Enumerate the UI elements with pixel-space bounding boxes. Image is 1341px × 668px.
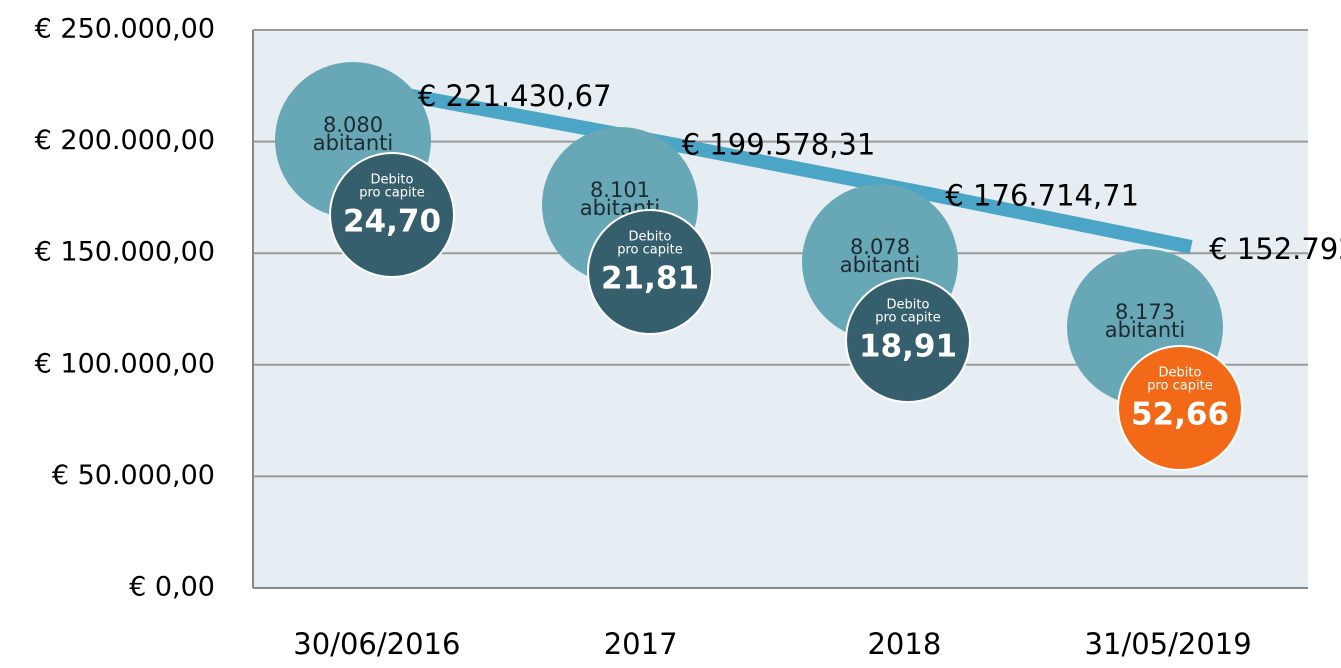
x-tick-label: 31/05/2019 — [1085, 627, 1252, 661]
x-tick-label: 30/06/2016 — [293, 627, 460, 661]
per-capita-value: 52,66 — [1131, 397, 1229, 433]
y-tick-label: € 0,00 — [129, 572, 215, 603]
per-capita-caption: Debito — [887, 298, 930, 313]
per-capita-value: 21,81 — [601, 261, 699, 297]
y-tick-label: € 50.000,00 — [52, 460, 215, 491]
population-unit: abitanti — [313, 131, 394, 155]
per-capita-bubble — [329, 152, 455, 278]
population: 8.173 — [1115, 300, 1175, 324]
per-capita-bubble — [1117, 345, 1243, 471]
x-tick-label: 2018 — [867, 627, 941, 661]
per-capita-caption: pro capite — [875, 311, 940, 326]
per-capita-value: 24,70 — [343, 204, 441, 240]
data-label: € 199.578,31 — [682, 128, 876, 162]
data-label: € 176.714,71 — [945, 179, 1139, 213]
y-tick-label: € 150.000,00 — [35, 237, 215, 268]
data-label: € 221.430,67 — [418, 79, 612, 113]
data-label: € 152.792,99 — [1209, 232, 1341, 266]
per-capita-caption: Debito — [1159, 366, 1202, 381]
y-tick-label: € 200.000,00 — [35, 125, 215, 156]
population: 8.078 — [850, 235, 910, 259]
population: 8.101 — [590, 178, 650, 202]
per-capita-caption: pro capite — [1147, 379, 1212, 394]
line — [398, 86, 1193, 254]
x-tick-label: 2017 — [604, 627, 678, 661]
per-capita-caption: pro capite — [617, 243, 682, 258]
per-capita-bubble — [587, 209, 713, 335]
per-capita-value: 18,91 — [859, 329, 957, 365]
per-capita-caption: Debito — [629, 230, 672, 245]
per-capita-caption: Debito — [371, 173, 414, 188]
y-tick-label: € 100.000,00 — [35, 348, 215, 379]
y-tick-label: € 250.000,00 — [35, 14, 215, 45]
population: 8.080 — [323, 113, 383, 137]
population-unit: abitanti — [840, 253, 921, 277]
population-unit: abitanti — [1105, 318, 1186, 342]
per-capita-bubble — [845, 277, 971, 403]
per-capita-caption: pro capite — [359, 186, 424, 201]
